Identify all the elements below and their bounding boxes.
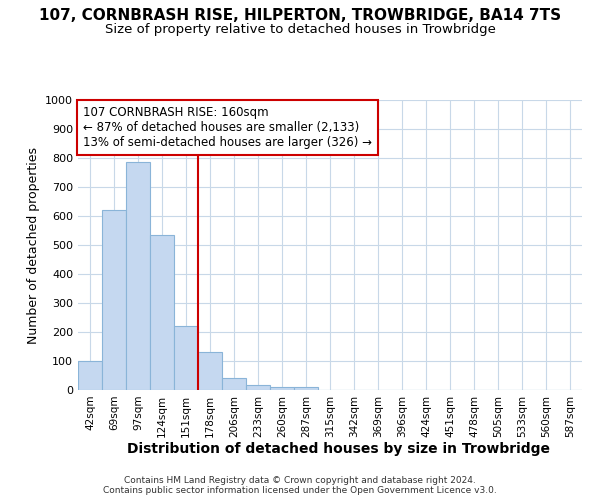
Text: 107, CORNBRASH RISE, HILPERTON, TROWBRIDGE, BA14 7TS: 107, CORNBRASH RISE, HILPERTON, TROWBRID…: [39, 8, 561, 22]
Bar: [126, 162, 150, 390]
Text: Contains HM Land Registry data © Crown copyright and database right 2024.
Contai: Contains HM Land Registry data © Crown c…: [103, 476, 497, 495]
Text: Size of property relative to detached houses in Trowbridge: Size of property relative to detached ho…: [104, 22, 496, 36]
Bar: [246, 385, 270, 390]
Bar: [294, 387, 318, 390]
Y-axis label: Number of detached properties: Number of detached properties: [26, 146, 40, 344]
Bar: [222, 378, 246, 390]
Bar: [78, 361, 102, 390]
Bar: [198, 352, 222, 390]
Bar: [150, 235, 174, 390]
Bar: [270, 387, 294, 390]
Text: 107 CORNBRASH RISE: 160sqm
← 87% of detached houses are smaller (2,133)
13% of s: 107 CORNBRASH RISE: 160sqm ← 87% of deta…: [83, 106, 372, 149]
Bar: [102, 210, 126, 390]
Text: Distribution of detached houses by size in Trowbridge: Distribution of detached houses by size …: [127, 442, 551, 456]
Bar: [174, 326, 198, 390]
